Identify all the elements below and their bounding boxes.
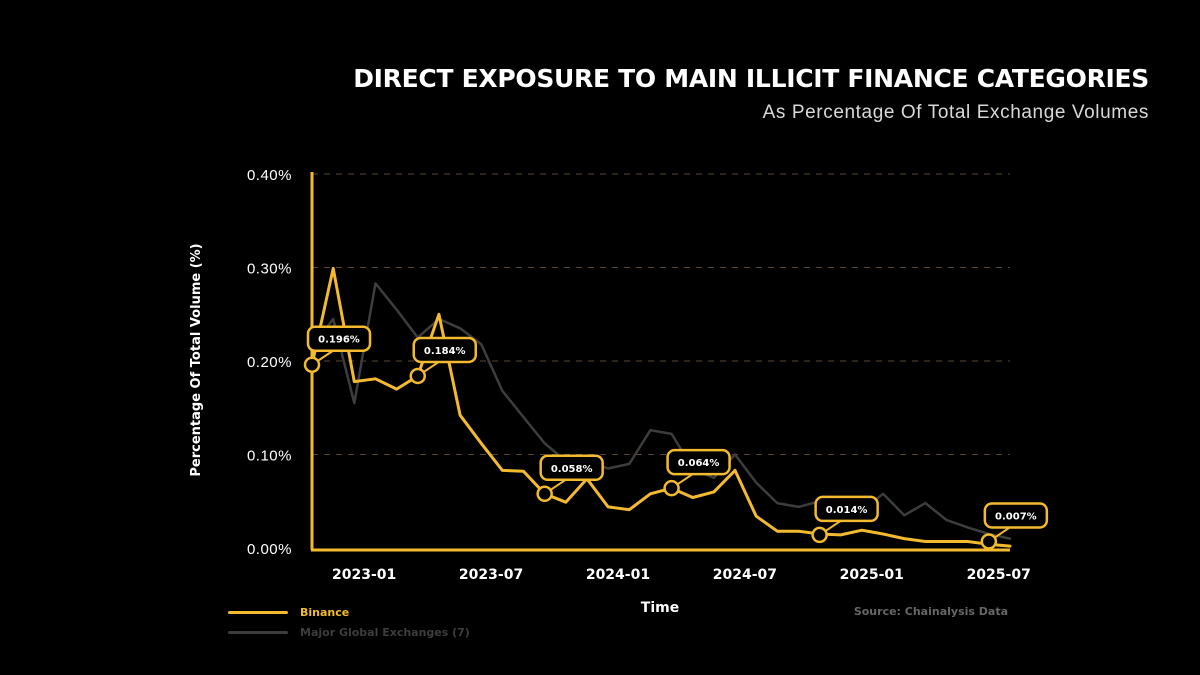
y-tick-label: 0.20% xyxy=(247,354,292,371)
annotation-marker xyxy=(980,533,998,550)
annotation-marker xyxy=(303,356,321,373)
y-tick-label: 0.00% xyxy=(247,541,292,558)
annotation-label: 0.184% xyxy=(424,346,466,357)
annotation-box xyxy=(306,325,372,352)
annotation-box xyxy=(539,454,604,482)
legend-label-major-exchanges: Major Global Exchanges (7) xyxy=(300,625,470,639)
annotation-label: 0.196% xyxy=(318,335,360,346)
y-tick-label: 0.30% xyxy=(247,261,292,278)
y-tick-label: 0.40% xyxy=(247,167,292,184)
annotation-marker xyxy=(409,367,427,385)
annotation-marker xyxy=(811,526,828,544)
chart-subtitle: As Percentage Of Total Exchange Volumes xyxy=(762,102,1149,123)
annotation-box xyxy=(666,448,731,476)
x-tick-label: 2024-01 xyxy=(586,567,650,583)
annotation-label: 0.064% xyxy=(678,458,720,469)
x-tick-label: 2023-01 xyxy=(332,567,396,583)
annotation-label: 0.014% xyxy=(826,505,868,516)
legend-swatch-binance xyxy=(228,610,288,614)
annotation-box xyxy=(814,495,879,523)
x-tick-label: 2025-01 xyxy=(840,567,904,583)
source-note: Source: Chainalysis Data xyxy=(853,605,1008,618)
y-tick-label: 0.10% xyxy=(247,448,292,465)
x-tick-label: 2024-07 xyxy=(713,567,777,583)
annotation-label: 0.007% xyxy=(995,511,1037,522)
annotation-label: 0.058% xyxy=(551,464,593,475)
x-tick-label: 2023-07 xyxy=(459,567,523,583)
chart-title: DIRECT EXPOSURE TO MAIN ILLICIT FINANCE … xyxy=(353,64,1149,93)
y-axis-label: Percentage Of Total Volume (%) xyxy=(189,243,204,476)
series-line-major-exchanges xyxy=(310,282,1012,540)
annotation-marker xyxy=(663,479,680,497)
x-axis-label: Time xyxy=(641,600,679,616)
legend-item-major-exchanges: Major Global Exchanges (7) xyxy=(228,624,470,640)
annotation-box xyxy=(983,502,1049,529)
legend-label-binance: Binance xyxy=(300,605,350,619)
legend-item-binance: Binance xyxy=(228,604,349,620)
x-tick-label: 2025-07 xyxy=(967,567,1031,583)
series-line-binance xyxy=(310,266,1012,548)
annotation-box xyxy=(412,336,478,364)
legend-swatch-major-exchanges xyxy=(228,630,288,634)
annotation-marker xyxy=(536,485,553,503)
